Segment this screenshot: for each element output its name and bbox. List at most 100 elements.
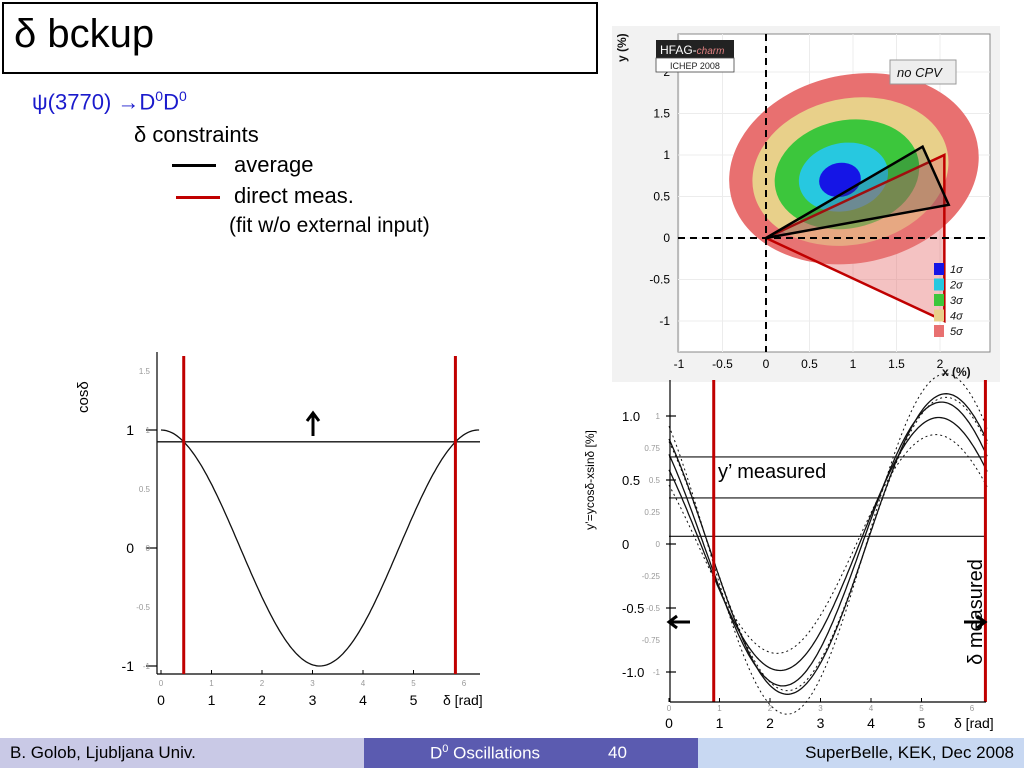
- cos-x-tick: 2: [258, 692, 266, 708]
- no-cpv-badge: no CPV: [889, 59, 957, 85]
- contour-y-tick: 0.5: [653, 190, 670, 204]
- sigma-swatch-3: [934, 294, 944, 306]
- constraints-label: δ constraints: [134, 122, 259, 147]
- yprime-y-small-tick: -0.5: [646, 604, 660, 613]
- process-sup1: 0: [155, 88, 164, 104]
- yprime-y-tick: 0: [622, 537, 629, 552]
- legend-direct-swatch: [176, 196, 220, 199]
- cos-xlabel: δ [rad]: [443, 692, 483, 708]
- yprime-y-tick: -0.5: [622, 601, 644, 616]
- contour-ylabel: y (%): [615, 33, 629, 62]
- yprime-ylabel: y’=ycosδ-xsinδ [%]: [583, 430, 597, 530]
- contour-y-tick: 1.5: [653, 107, 670, 121]
- cos-curve: [160, 429, 480, 667]
- yprime-x-small-tick: 5: [919, 704, 924, 713]
- yprime-y-tick: -1.0: [622, 665, 644, 680]
- cos-x-tick: 1: [208, 692, 216, 708]
- delta-measured-label: δ measured: [965, 559, 987, 665]
- footer-left: B. Golob, Ljubljana Univ.: [0, 738, 364, 768]
- yprime-dotted-curve-2: [668, 434, 988, 654]
- yprime-x-tick: 3: [817, 715, 825, 731]
- cos-y-small-tick: 0: [146, 544, 151, 553]
- left-arrow-icon: [666, 614, 690, 630]
- y-measured-label: y’ measured: [718, 461, 826, 483]
- yprime-lines: [668, 373, 988, 715]
- contour-x-tick: -1: [674, 357, 685, 371]
- cos-y-tick: -1: [122, 658, 135, 674]
- contour-x-tick: 2: [937, 357, 944, 371]
- sigma-swatch-2: [934, 278, 944, 291]
- sigma-label-2: 2σ: [949, 280, 963, 292]
- conference-label: ICHEP 2008: [670, 61, 720, 71]
- yprime-ticks: -1 -0.75 -0.5 -0.25 0 0.25 0.5 0.75 1 0 1 2 3 4 5 6 0 1 2 3…: [622, 409, 975, 731]
- yprime-x-small-tick: 3: [818, 704, 823, 713]
- footer-right: SuperBelle, KEK, Dec 2008: [698, 738, 1024, 768]
- yprime-y-small-tick: -0.75: [642, 636, 661, 645]
- yprime-x-tick: 4: [867, 715, 875, 731]
- yprime-x-small-tick: 6: [970, 704, 975, 713]
- slide-title: δ bckup: [14, 12, 155, 56]
- footer-page-number: 40: [608, 743, 627, 762]
- contour-y-tick: 1: [663, 148, 670, 162]
- contour-x-tick: 0.5: [801, 357, 818, 371]
- yprime-curve-1: [668, 393, 988, 695]
- black-triangle: [765, 144, 951, 240]
- yprime-chart: -1 -0.75 -0.5 -0.25 0 0.25 0.5 0.75 1 0 1 2 3 4 5 6 0 1 2 3…: [583, 373, 994, 731]
- contour-x-tick: 0: [763, 357, 770, 371]
- cos-y-tick: 0: [126, 540, 134, 556]
- process-d: D: [163, 89, 179, 115]
- no-cpv-box: [889, 59, 957, 85]
- contour-x-tick: -0.5: [712, 357, 733, 371]
- sigma-swatch-5: [934, 325, 944, 337]
- hfag-badge-bg: [656, 40, 734, 58]
- cos-ticks: 0 1 2 3 4 5 -1 0 1 0 1 2 3 4 5 6 -1 -0.5 0 0.5 1 1.5: [122, 367, 467, 708]
- yprime-x-small-tick: 2: [768, 704, 773, 713]
- contour-y-tick: -1: [659, 314, 670, 328]
- sigma-swatch-4: [934, 309, 944, 322]
- sigma-label-1: 1σ: [950, 264, 963, 276]
- footer-author: B. Golob, Ljubljana Univ.: [10, 743, 196, 762]
- yprime-y-small-tick: 1: [656, 412, 661, 421]
- yprime-curve-3: [668, 416, 988, 672]
- cos-ylabel: cosδ: [75, 381, 92, 413]
- footer-event: SuperBelle, KEK, Dec 2008: [805, 743, 1014, 762]
- legend-average-label: average: [234, 152, 314, 177]
- yprime-dotted-curve-1: [668, 373, 988, 715]
- yprime-y-small-tick: 0: [656, 540, 661, 549]
- cos-y-small-tick: -1: [143, 662, 151, 671]
- cos-chart: 0 1 2 3 4 5 -1 0 1 0 1 2 3 4 5 6 -1 -0.5 0 0.5 1 1.5 cosδ δ […: [75, 352, 483, 708]
- yprime-x-tick: 5: [918, 715, 926, 731]
- yprime-x-small-tick: 0: [667, 704, 672, 713]
- yprime-x-small-tick: 1: [717, 704, 722, 713]
- process-psi: ψ(3770) →D: [32, 89, 156, 115]
- cos-x-tick: 0: [157, 692, 165, 708]
- cos-x-small-tick: 1: [209, 679, 214, 688]
- yprime-y-small-tick: 0.5: [649, 476, 661, 485]
- cos-x-small-tick: 5: [411, 679, 416, 688]
- cos-x-small-tick: 4: [361, 679, 366, 688]
- cos-y-tick: 1: [126, 422, 134, 438]
- yprime-dotted-curve-3: [668, 396, 988, 692]
- yprime-y-small-tick: -0.25: [642, 572, 661, 581]
- cos-y-small-tick: 1: [146, 426, 151, 435]
- yprime-y-small-tick: 0.25: [644, 508, 660, 517]
- contour-y-tick: -0.5: [649, 273, 670, 287]
- sigma-label-4: 4σ: [950, 311, 963, 323]
- legend-direct-label: direct meas.: [234, 183, 354, 208]
- yprime-x-tick: 2: [766, 715, 774, 731]
- cos-axes: [156, 352, 480, 675]
- cos-y-small-tick: -0.5: [136, 603, 150, 612]
- contour-y-tick: 0: [663, 231, 670, 245]
- process-sup2: 0: [178, 88, 187, 104]
- contour-xlabel: x (%): [942, 365, 971, 379]
- footer-mid: D0 Oscillations 40: [364, 738, 698, 768]
- contour-blobs: [729, 73, 979, 265]
- cos-lines: [157, 356, 480, 674]
- legend-fit-note: (fit w/o external input): [229, 214, 430, 237]
- cos-x-small-tick: 6: [462, 679, 467, 688]
- cos-x-small-tick: 2: [260, 679, 265, 688]
- yprime-y-small-tick: -1: [653, 668, 661, 677]
- footer-topic-rest: Oscillations: [448, 743, 541, 763]
- yprime-y-tick: 0.5: [622, 473, 640, 488]
- cos-x-small-tick: 0: [159, 679, 164, 688]
